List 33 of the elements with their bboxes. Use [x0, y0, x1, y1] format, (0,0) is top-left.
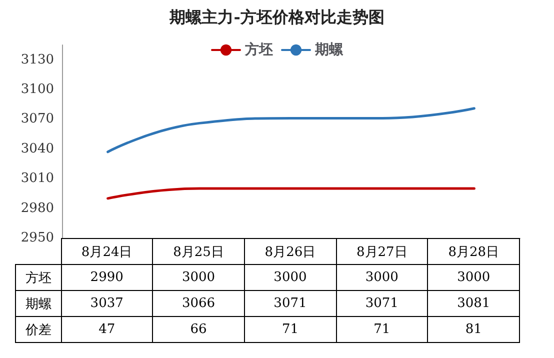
text: 71 — [336, 316, 428, 342]
data-label: 3000 — [244, 264, 336, 290]
chart-title: 期螺主力-方坯价格对比走势图 — [168, 8, 384, 26]
y-tick-label: 2950 — [20, 230, 54, 246]
y-tick-label: 3100 — [20, 82, 54, 98]
data-label: 3081 — [428, 290, 520, 316]
y-tick-label: 3130 — [20, 52, 54, 68]
legend-label: 方坯 — [244, 41, 273, 58]
text: 方坯 — [25, 270, 52, 286]
y-tick-label: 3010 — [20, 171, 54, 186]
x-tick-label: 8月26日 — [244, 238, 336, 264]
text: 71 — [244, 316, 336, 342]
x-tick-label: 8月24日 — [61, 238, 153, 264]
y-tick-label: 3070 — [20, 112, 54, 127]
text: 价差 — [16, 316, 61, 342]
legend-label: 期螺 — [314, 42, 344, 58]
x-tick-label: 8月28日 — [428, 238, 520, 264]
x-tick-label: 8月27日 — [336, 238, 428, 264]
text: 81 — [428, 316, 520, 342]
data-label: 2990 — [61, 264, 153, 290]
data-label: 3037 — [61, 290, 153, 316]
x-tick-label: 8月25日 — [152, 238, 244, 264]
data-label: 3000 — [152, 264, 244, 290]
text: 66 — [152, 316, 244, 342]
data-label: 3066 — [152, 290, 244, 316]
text: 期螺 — [25, 296, 52, 312]
data-label: 3071 — [336, 290, 428, 316]
data-label: 3071 — [244, 290, 336, 316]
text: 47 — [61, 316, 153, 342]
y-tick-label: 2980 — [20, 200, 54, 216]
y-tick-label: 3040 — [20, 141, 54, 156]
data-label: 3000 — [336, 264, 428, 290]
data-label: 3000 — [428, 264, 520, 290]
